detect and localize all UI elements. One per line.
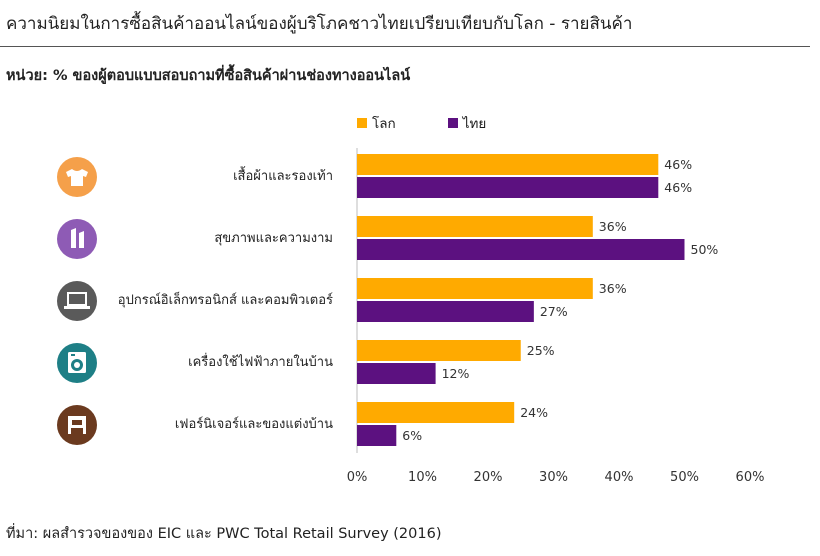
- x-tick-label: 10%: [408, 470, 437, 485]
- tshirt-icon: [57, 157, 97, 197]
- legend-swatch-thai: [447, 118, 458, 128]
- legend-item-world: โลก: [357, 112, 396, 134]
- data-label-thai: 27%: [540, 304, 568, 319]
- category-label: เสื้อผ้าและรองเท้า: [233, 166, 333, 184]
- legend: โลก ไทย: [357, 112, 538, 134]
- title-divider: [0, 46, 810, 47]
- x-tick-label: 40%: [605, 470, 634, 485]
- laptop-icon: [57, 281, 97, 321]
- chart-title: ความนิยมในการซื้อสินค้าออนไลน์ของผู้บริโ…: [6, 14, 633, 34]
- category-label: เฟอร์นิเจอร์และของแต่งบ้าน: [175, 416, 333, 432]
- bar-world: [357, 154, 659, 175]
- washing-machine-icon: [57, 343, 97, 383]
- bar-thai: [357, 239, 685, 260]
- x-tick-label: 0%: [347, 470, 368, 485]
- bar-thai: [357, 301, 534, 322]
- data-label-thai: 6%: [402, 428, 422, 443]
- data-label-thai: 12%: [442, 366, 470, 381]
- data-label-world: 36%: [599, 219, 627, 234]
- x-tick-label: 30%: [539, 470, 568, 485]
- x-tick-label: 20%: [474, 470, 503, 485]
- data-label-thai: 50%: [691, 242, 719, 257]
- data-label-thai: 46%: [664, 180, 692, 195]
- category-label: สุขภาพและความงาม: [214, 231, 333, 246]
- bar-thai: [357, 363, 436, 384]
- bar-thai: [357, 177, 659, 198]
- category-label: อุปกรณ์อิเล็กทรอนิกส์ และคอมพิวเตอร์: [118, 290, 333, 308]
- bar-world: [357, 216, 593, 237]
- x-tick-label: 50%: [670, 470, 699, 485]
- legend-label-thai: ไทย: [462, 116, 487, 132]
- legend-label-world: โลก: [372, 116, 396, 132]
- bar-world: [357, 402, 515, 423]
- x-tick-label: 60%: [736, 470, 765, 485]
- bar-thai: [357, 425, 397, 446]
- source-note: ที่มา: ผลสำรวจของของ EIC และ PWC Total R…: [6, 526, 442, 542]
- data-label-world: 24%: [520, 405, 548, 420]
- data-label-world: 36%: [599, 281, 627, 296]
- bar-world: [357, 278, 593, 299]
- data-label-world: 46%: [664, 157, 692, 172]
- chart-subtitle: หน่วย: % ของผู้ตอบแบบสอบถามที่ซื้อสินค้า…: [6, 68, 411, 84]
- legend-item-thai: ไทย: [447, 112, 487, 134]
- lipstick-icon: [57, 219, 97, 259]
- bar-world: [357, 340, 521, 361]
- chair-icon: [57, 405, 97, 445]
- category-label: เครื่องใช้ไฟฟ้าภายในบ้าน: [188, 353, 333, 370]
- legend-swatch-world: [357, 118, 367, 128]
- data-label-world: 25%: [527, 343, 555, 358]
